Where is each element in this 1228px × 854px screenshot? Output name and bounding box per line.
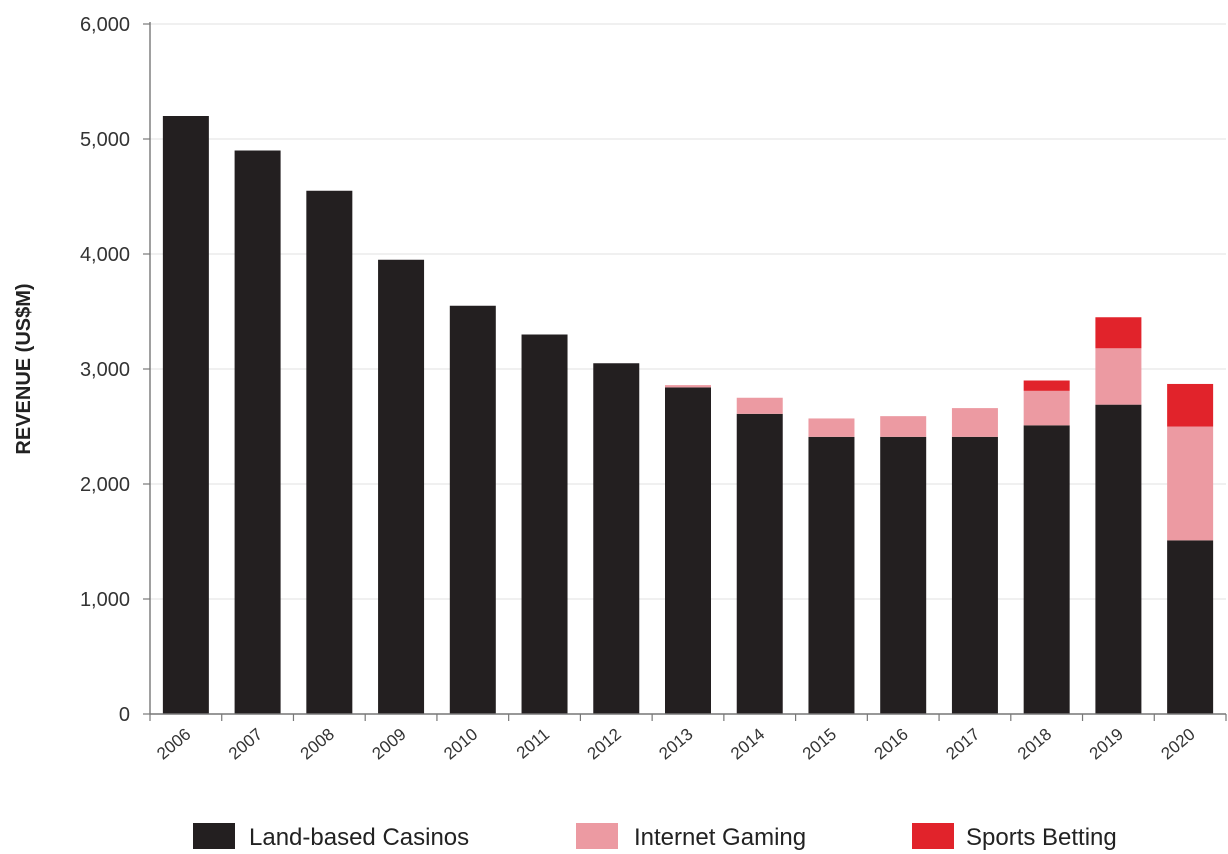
- bar-sports-betting-2020: [1167, 383, 1214, 427]
- legend-label: Internet Gaming: [634, 824, 806, 851]
- legend: Land-based Casinos Internet Gaming Sports …: [193, 823, 1117, 851]
- bar-land-based-casinos-2013: [665, 387, 711, 714]
- x-tick-label: 2012: [584, 725, 625, 764]
- x-tick-label: 2013: [655, 725, 696, 764]
- bar-land-based-casinos-2016: [880, 436, 927, 714]
- bar-land-based-casinos-2007: [234, 150, 281, 714]
- bar-sports-betting-2019: [1095, 317, 1142, 349]
- x-tick-label: 2011: [513, 725, 553, 763]
- bar-land-based-casinos-2011: [521, 334, 568, 714]
- x-tick-label: 2019: [1086, 725, 1127, 764]
- bar-land-based-casinos-2017: [951, 436, 998, 714]
- bar-internet-gaming-2018: [1023, 390, 1070, 426]
- bars: [162, 116, 1214, 714]
- y-tick-label: 6,000: [80, 14, 130, 36]
- bar-sports-betting-2018: [1023, 380, 1070, 391]
- axes: [143, 22, 1227, 721]
- legend-swatch: [193, 823, 235, 849]
- bar-internet-gaming-2014: [736, 397, 783, 414]
- bar-land-based-casinos-2012: [593, 363, 640, 714]
- x-tick-label: 2008: [297, 725, 338, 764]
- y-axis-title: REVENUE (US$M): [13, 283, 35, 454]
- x-tick-label: 2015: [799, 725, 840, 764]
- x-tick-label: 2009: [368, 725, 409, 764]
- x-tick-label: 2014: [727, 725, 768, 764]
- bar-land-based-casinos-2019: [1095, 404, 1142, 714]
- y-tick-label: 2,000: [80, 474, 130, 496]
- bar-land-based-casinos-2006: [162, 116, 209, 714]
- bar-land-based-casinos-2014: [736, 413, 783, 714]
- legend-label: Sports Betting: [966, 824, 1117, 851]
- bar-internet-gaming-2013: [665, 385, 711, 388]
- bar-internet-gaming-2019: [1095, 348, 1142, 405]
- x-tick-label: 2006: [153, 725, 194, 764]
- bar-land-based-casinos-2009: [378, 259, 425, 714]
- bar-land-based-casinos-2015: [808, 436, 855, 714]
- x-tick-label: 2007: [225, 725, 266, 764]
- legend-swatch: [576, 823, 618, 849]
- x-tick-label: 2016: [871, 725, 912, 764]
- x-tick-labels: 2006 2007 2008 2009 2010 2011 2012 2013 2014 2015…: [153, 725, 1198, 764]
- bar-internet-gaming-2016: [880, 416, 927, 437]
- bar-internet-gaming-2017: [951, 408, 998, 437]
- legend-label: Land-based Casinos: [249, 824, 469, 851]
- bar-land-based-casinos-2008: [306, 190, 353, 714]
- y-tick-labels: 0 1,000 2,000 3,000 4,000 5,000 6,000: [80, 14, 130, 726]
- bar-internet-gaming-2020: [1167, 426, 1214, 541]
- bar-land-based-casinos-2020: [1167, 540, 1214, 714]
- x-tick-label: 2020: [1158, 725, 1199, 764]
- y-tick-label: 0: [119, 704, 130, 726]
- legend-swatch: [912, 823, 954, 849]
- bar-land-based-casinos-2010: [449, 305, 496, 714]
- y-tick-label: 5,000: [80, 129, 130, 151]
- x-tick-label: 2018: [1014, 725, 1055, 764]
- bar-land-based-casinos-2018: [1023, 425, 1070, 714]
- bar-internet-gaming-2015: [808, 418, 855, 437]
- x-tick-label: 2017: [942, 725, 983, 764]
- x-tick-label: 2010: [440, 725, 481, 764]
- y-tick-label: 1,000: [80, 589, 130, 611]
- y-tick-label: 4,000: [80, 244, 130, 266]
- y-tick-label: 3,000: [80, 359, 130, 381]
